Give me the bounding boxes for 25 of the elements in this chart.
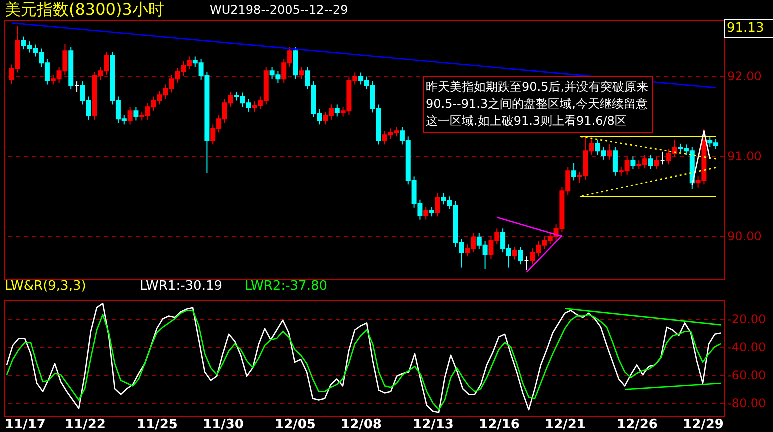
y-tick-label: -40.00	[728, 340, 766, 355]
text: LWR2:-37.80	[245, 279, 328, 294]
series-label: LWR1:-30.19	[140, 279, 222, 294]
chart-title: 美元指数(8300)3小时	[5, 0, 164, 21]
y-tick-label: -80.00	[728, 396, 766, 410]
chart-title: LW&R(9,3,3)	[5, 279, 86, 294]
x-tick-label: 11/25	[137, 418, 178, 432]
chart-subtitle: WU2198--2005--12--29	[210, 3, 348, 17]
y-tick-label: 90.00	[728, 229, 762, 244]
x-tick-label: 12/21	[545, 418, 586, 432]
x-tick-label: 11/30	[203, 418, 244, 432]
y-tick-label: -20.00	[728, 312, 766, 327]
x-tick-label: 11/17	[5, 418, 46, 432]
annotation: 昨天美指如期跌至90.5后,并没有突破原来90.5--91.3之间的盘整区域,今天继续留意这一区域.如上破91.3则上看91.6/8区	[423, 76, 653, 133]
x-tick-label: 12/16	[479, 418, 520, 432]
y-tick-label: 91.00	[728, 149, 762, 164]
x-tick-label: 11/22	[65, 418, 106, 432]
x-tick-label: 12/13	[413, 418, 454, 432]
x-tick-label: 12/29	[683, 418, 724, 432]
text: 91.13	[724, 19, 773, 38]
x-tick-label: 12/05	[275, 418, 316, 432]
y-tick-label: 92.00	[728, 69, 762, 84]
x-tick-label: 12/08	[341, 418, 382, 432]
y-tick-label: -60.00	[728, 368, 766, 382]
x-tick-label: 12/26	[617, 418, 658, 432]
